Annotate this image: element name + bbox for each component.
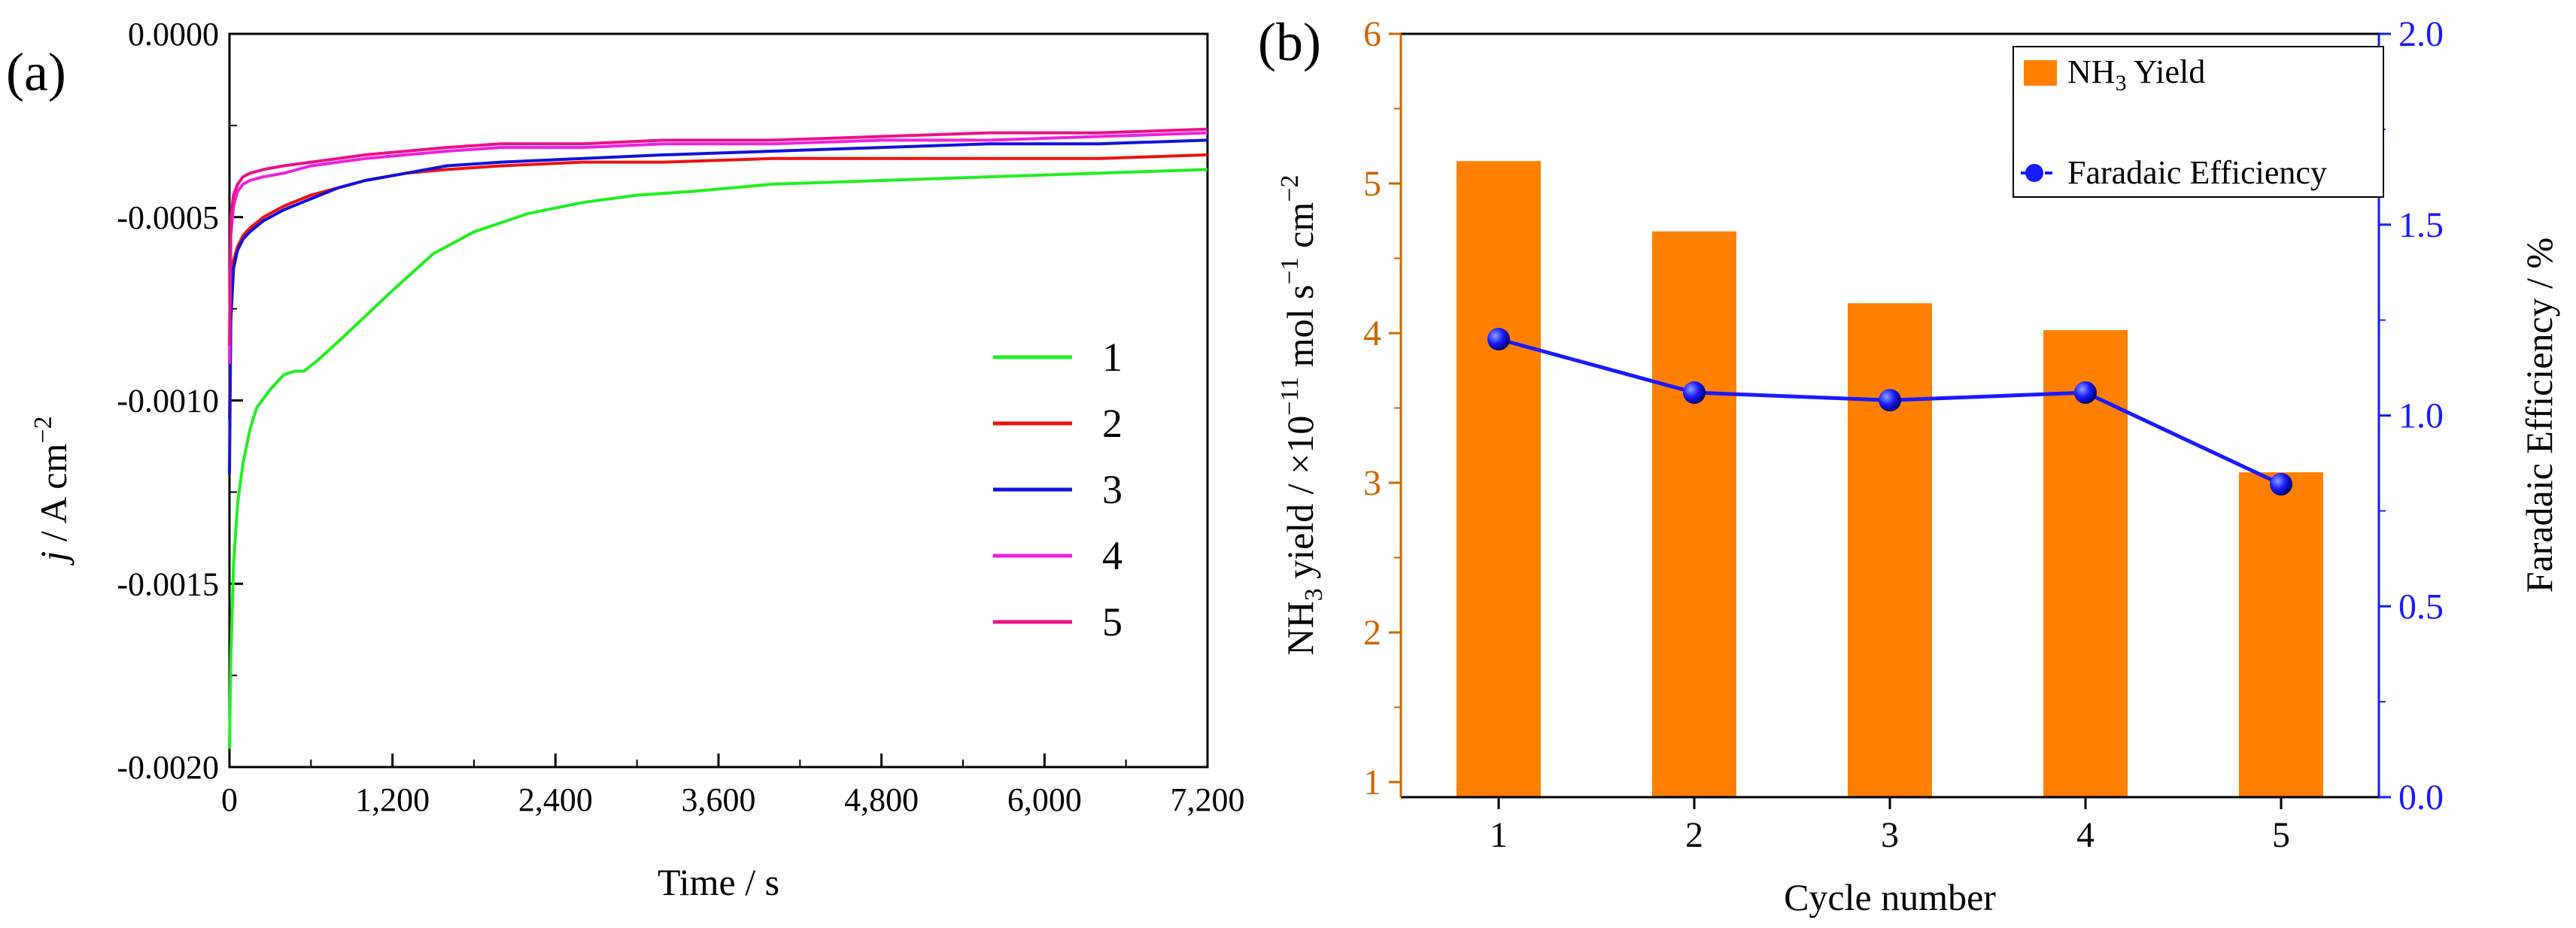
yl-b-part0: NH <box>1279 601 1321 655</box>
left-tick-label-b-4: 5 <box>1363 164 1381 204</box>
legend-b-swatch-bar <box>2024 60 2057 86</box>
y-axis-title-a-italic: j <box>32 551 74 566</box>
bar-nh3-yield-cycle-3 <box>1848 303 1932 797</box>
x-tick-label-a-2: 2,400 <box>518 781 593 818</box>
x-axis-title-b: Cycle number <box>1784 876 1996 918</box>
panel-label-b: (b) <box>1258 12 1321 72</box>
legend-a-label-1: 1 <box>1102 335 1122 380</box>
panel-a-current-density-chart: (a) -0.0020 -0.0015 -0.0010 -0.0005 0.0000 0… <box>6 16 1245 903</box>
yl-b-part1: 3 <box>1300 588 1328 601</box>
legend-a-label-2: 2 <box>1102 401 1122 446</box>
x-tick-label-a-4: 4,800 <box>844 781 919 818</box>
y-tick-label-a-4: 0.0000 <box>128 16 219 53</box>
left-tick-label-b-1: 2 <box>1363 613 1381 653</box>
y-tick-labels-a: -0.0020 -0.0015 -0.0010 -0.0005 0.0000 <box>117 16 219 786</box>
right-tick-label-b-4: 2.0 <box>2398 14 2444 54</box>
x-tick-label-a-0: 0 <box>221 781 238 818</box>
legend-b-yield-rest: Yield <box>2127 53 2206 90</box>
y-axis-title-a: j / A cm−2 <box>29 416 74 566</box>
fe-point-cycle-1 <box>1487 328 1510 350</box>
fe-point-cycle-4 <box>2074 381 2097 405</box>
y-tick-label-a-0: -0.0020 <box>117 749 219 786</box>
x-tick-label-b-4: 5 <box>2272 815 2290 855</box>
yl-b-part6: cm <box>1279 202 1321 258</box>
y-tick-label-a-2: -0.0010 <box>117 383 219 420</box>
right-tick-label-b-1: 0.5 <box>2398 587 2444 626</box>
yl-b-part3: −11 <box>1276 377 1304 416</box>
x-axis-title-a: Time / s <box>658 861 779 903</box>
yl-b-part4: mol s <box>1279 285 1321 377</box>
legend-a-label-4: 4 <box>1102 533 1122 578</box>
yl-b-part5: −1 <box>1276 257 1304 284</box>
left-tick-label-b-2: 3 <box>1363 463 1381 503</box>
y-axis-title-b-left: NH3 yield / ×10−11 mol s−1 cm−2 <box>1276 175 1328 656</box>
series-lines-a <box>228 127 1208 749</box>
series-line-a-3 <box>228 138 1208 475</box>
y-tick-label-a-1: -0.0015 <box>117 566 219 602</box>
legend-b-label-yield: NH3 Yield <box>2067 53 2205 96</box>
y-axis-title-a-rest: / A cm <box>32 444 74 551</box>
series-line-a-2 <box>228 153 1208 419</box>
x-tick-label-b-1: 2 <box>1685 815 1703 855</box>
fe-line-b <box>1487 328 2292 496</box>
yl-b-part2: yield / ×10 <box>1279 416 1321 589</box>
panel-label-a: (a) <box>6 42 66 102</box>
x-tick-label-a-5: 6,000 <box>1007 781 1082 818</box>
x-tick-labels-b: 1 2 3 4 5 <box>1490 815 2290 855</box>
left-tick-label-b-5: 6 <box>1363 14 1381 54</box>
bar-nh3-yield-cycle-1 <box>1457 161 1541 797</box>
fe-point-cycle-5 <box>2270 472 2292 496</box>
fe-point-cycle-3 <box>1879 389 1901 412</box>
y-tick-label-a-3: -0.0005 <box>117 199 219 236</box>
series-line-a-5 <box>228 127 1208 346</box>
legend-b-swatch-marker <box>2025 164 2043 182</box>
tick-marks-a <box>228 32 1209 769</box>
x-tick-label-b-0: 1 <box>1490 815 1508 855</box>
legend-b-frame <box>2012 46 2384 198</box>
legend-b-yield-main: NH <box>2067 53 2116 90</box>
tick-marks-b <box>1389 32 2391 809</box>
legend-b-yield-sub: 3 <box>2116 71 2127 96</box>
bar-nh3-yield-cycle-4 <box>2043 330 2128 797</box>
x-tick-label-a-6: 7,200 <box>1171 781 1245 818</box>
bar-nh3-yield-cycle-2 <box>1652 231 1736 797</box>
yl-b-part7: −2 <box>1276 175 1304 202</box>
left-tick-labels-b: 1 2 3 4 5 6 <box>1363 14 1381 802</box>
legend-b-label-fe: Faradaic Efficiency <box>2067 154 2327 191</box>
y-axis-title-b-right: Faradaic Efficiency / % <box>2518 238 2560 593</box>
x-tick-label-a-1: 1,200 <box>355 781 430 818</box>
bars-b <box>1457 161 2323 797</box>
legend-a-label-3: 3 <box>1102 467 1122 512</box>
right-tick-label-b-3: 1.5 <box>2398 205 2444 245</box>
left-tick-label-b-3: 4 <box>1363 314 1381 353</box>
x-tick-label-b-2: 3 <box>1881 815 1899 855</box>
panel-b-nh3-yield-chart: (b) 1 2 3 4 5 6 0.0 0.5 1.0 1.5 2.0 1 2 3 4 5 Cycle n… <box>1258 12 2560 918</box>
x-tick-label-b-3: 4 <box>2076 815 2095 855</box>
x-tick-label-a-3: 3,600 <box>682 781 756 818</box>
x-tick-labels-a: 0 1,200 2,400 3,600 4,800 6,000 7,200 <box>221 781 1245 818</box>
legend-a-label-5: 5 <box>1102 599 1122 644</box>
right-tick-labels-b: 0.0 0.5 1.0 1.5 2.0 <box>2398 14 2444 817</box>
series-line-a-1 <box>228 168 1208 749</box>
right-tick-label-b-2: 1.0 <box>2398 396 2444 436</box>
series-line-a-4 <box>228 131 1208 364</box>
bar-nh3-yield-cycle-5 <box>2239 472 2323 797</box>
fe-point-cycle-2 <box>1683 381 1706 405</box>
left-tick-label-b-0: 1 <box>1363 763 1381 802</box>
legend-b: NH3 Yield Faradaic Efficiency <box>2012 46 2384 198</box>
legend-a: 1 2 3 4 5 <box>993 335 1122 644</box>
right-tick-label-b-0: 0.0 <box>2398 778 2444 817</box>
y-axis-title-a-sup: −2 <box>29 416 57 443</box>
